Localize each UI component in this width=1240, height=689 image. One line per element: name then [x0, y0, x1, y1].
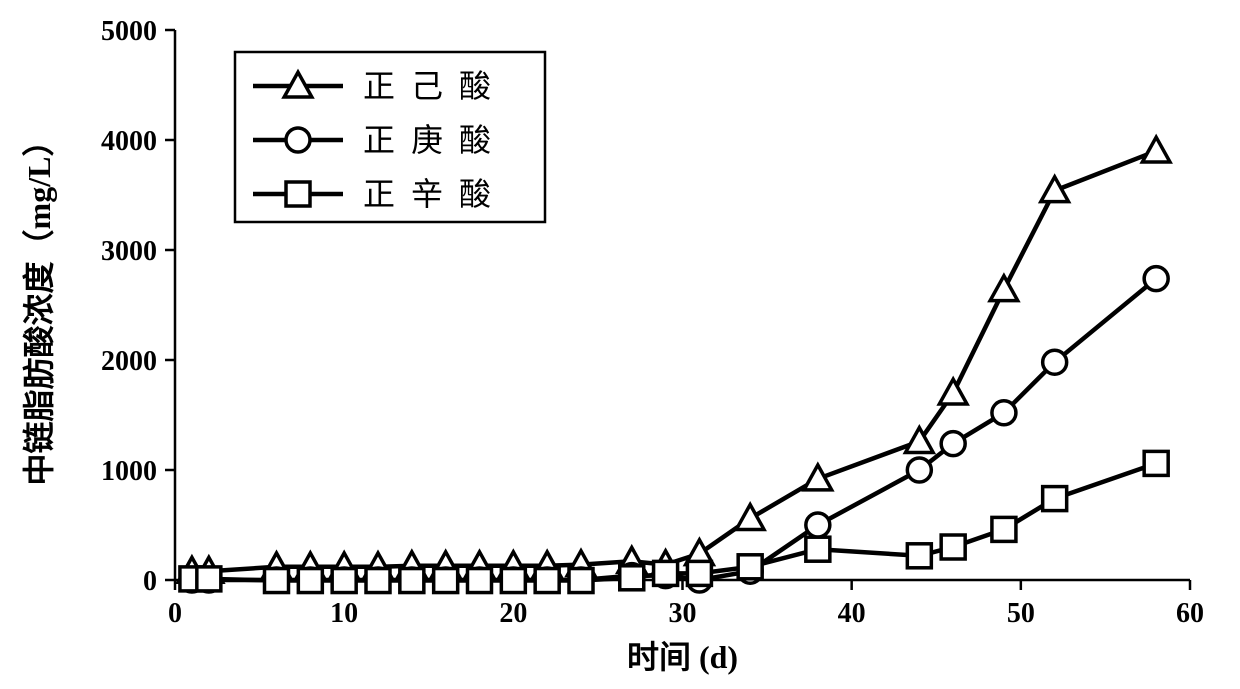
svg-text:正 己 酸: 正 己 酸 [363, 68, 495, 104]
svg-text:0: 0 [143, 566, 157, 597]
svg-text:10: 10 [330, 598, 358, 629]
svg-text:正 辛 酸: 正 辛 酸 [363, 176, 495, 212]
chart-container: 0 10 20 30 40 50 60 时间 (d) 0 1000 2000 3000 4000 5000… [0, 0, 1240, 689]
svg-text:正 庚 酸: 正 庚 酸 [363, 122, 495, 158]
svg-text:50: 50 [1007, 598, 1035, 629]
svg-text:1000: 1000 [101, 456, 157, 487]
svg-text:40: 40 [838, 598, 866, 629]
svg-text:20: 20 [499, 598, 527, 629]
svg-text:30: 30 [669, 598, 697, 629]
svg-text:时间 (d): 时间 (d) [627, 639, 738, 675]
svg-text:0: 0 [168, 598, 182, 629]
line-chart: 0 10 20 30 40 50 60 时间 (d) 0 1000 2000 3000 4000 5000… [0, 0, 1240, 689]
svg-text:5000: 5000 [101, 16, 157, 47]
svg-text:4000: 4000 [101, 126, 157, 157]
svg-text:60: 60 [1176, 598, 1204, 629]
svg-text:2000: 2000 [101, 346, 157, 377]
svg-text:中链脂肪酸浓度（mg/L）: 中链脂肪酸浓度（mg/L） [21, 125, 57, 486]
svg-text:3000: 3000 [101, 236, 157, 267]
